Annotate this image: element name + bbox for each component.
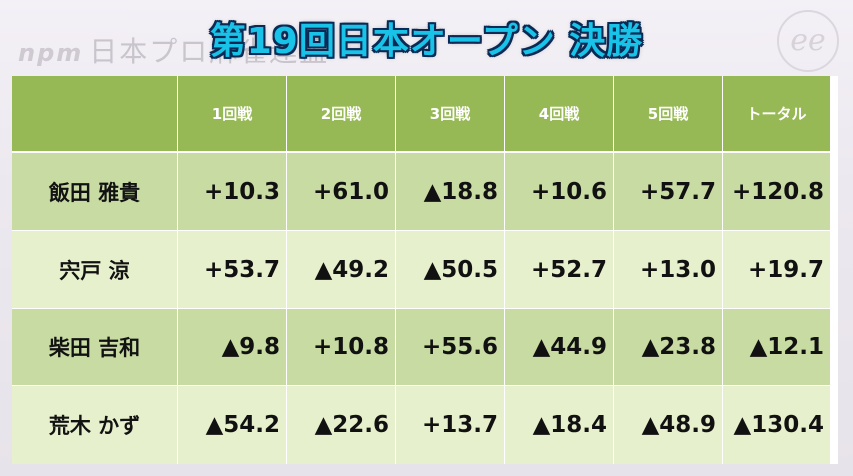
header-round-5: 5回戦	[614, 76, 722, 153]
total-cell: +120.8	[723, 153, 830, 231]
background-logo: npm 日本プロ麻雀連盟	[18, 30, 329, 70]
npm-logo: npm	[18, 39, 84, 67]
header-corner	[12, 76, 177, 153]
score-cell: ▲48.9	[614, 386, 722, 464]
score-cell: +13.0	[614, 231, 722, 309]
total-cell: ▲12.1	[723, 309, 830, 386]
ee-logo-icon: ee	[777, 10, 839, 72]
score-cell: ▲18.8	[396, 153, 504, 231]
score-cell: +53.7	[178, 231, 286, 309]
player-name: 柴田 吉和	[12, 309, 177, 386]
player-name: 荒木 かず	[12, 386, 177, 464]
header-total: トータル	[723, 76, 830, 153]
score-cell: ▲49.2	[287, 231, 395, 309]
score-cell: ▲23.8	[614, 309, 722, 386]
score-cell: ▲44.9	[505, 309, 613, 386]
header-round-4: 4回戦	[505, 76, 613, 153]
score-cell: +10.3	[178, 153, 286, 231]
score-cell: ▲18.4	[505, 386, 613, 464]
score-cell: +52.7	[505, 231, 613, 309]
score-cell: +10.8	[287, 309, 395, 386]
page-title: 第19回日本オープン 決勝	[209, 21, 644, 62]
header-round-3: 3回戦	[396, 76, 504, 153]
header-round-2: 2回戦	[287, 76, 395, 153]
header-round-1: 1回戦	[178, 76, 286, 153]
score-cell: ▲9.8	[178, 309, 286, 386]
background-logo-text: 日本プロ麻雀連盟	[89, 35, 330, 68]
total-cell: ▲130.4	[723, 386, 830, 464]
player-name: 宍戸 涼	[12, 231, 177, 309]
score-cell: +61.0	[287, 153, 395, 231]
score-cell: +13.7	[396, 386, 504, 464]
score-cell: ▲22.6	[287, 386, 395, 464]
total-cell: +19.7	[723, 231, 830, 309]
score-table: 1回戦 2回戦 3回戦 4回戦 5回戦 トータル 飯田 雅貴 +10.3 +61…	[12, 76, 838, 464]
score-cell: +55.6	[396, 309, 504, 386]
score-cell: ▲54.2	[178, 386, 286, 464]
score-cell: +10.6	[505, 153, 613, 231]
score-cell: ▲50.5	[396, 231, 504, 309]
score-cell: +57.7	[614, 153, 722, 231]
player-name: 飯田 雅貴	[12, 153, 177, 231]
